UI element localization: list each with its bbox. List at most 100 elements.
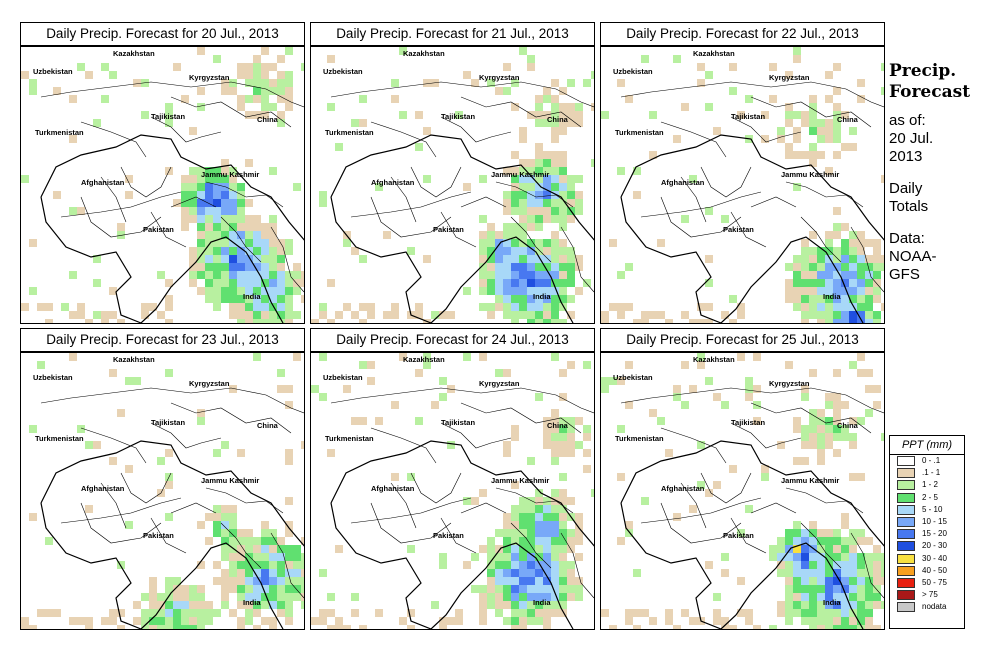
precip-cell — [825, 593, 833, 601]
country-label-india: India — [243, 292, 261, 301]
precip-cell — [551, 489, 559, 497]
precip-cell — [213, 609, 221, 617]
precip-cell — [277, 369, 285, 377]
border-line — [560, 532, 594, 599]
precip-cell — [833, 625, 841, 629]
precip-cell — [327, 55, 335, 63]
country-label-kyrgyzstan: Kyrgyzstan — [769, 73, 810, 82]
precip-cell — [793, 151, 801, 159]
precip-cell — [641, 55, 649, 63]
precip-cell — [857, 617, 865, 625]
precip-cell — [825, 529, 833, 537]
country-label-uzbekistan: Uzbekistan — [33, 373, 73, 382]
precip-cell — [527, 505, 535, 513]
precip-cell — [229, 263, 237, 271]
precip-cell — [713, 393, 721, 401]
precip-cell — [841, 295, 849, 303]
precip-cell — [809, 369, 817, 377]
precip-cell — [865, 569, 873, 577]
precip-cell — [841, 287, 849, 295]
precip-cell — [487, 303, 495, 311]
precip-cell — [519, 529, 527, 537]
precip-cell — [503, 441, 511, 449]
precip-cell — [575, 537, 583, 545]
precip-cell — [327, 609, 335, 617]
precip-cell — [535, 497, 543, 505]
precip-cell — [833, 409, 841, 417]
precip-cell — [29, 425, 37, 433]
country-label-turkmenistan: Turkmenistan — [35, 434, 84, 443]
precip-cell — [551, 425, 559, 433]
precip-cell — [181, 223, 189, 231]
precip-cell — [873, 593, 881, 601]
precip-cell — [301, 593, 304, 601]
country-label-uzbekistan: Uzbekistan — [323, 67, 363, 76]
precip-map: Kazakhstan Uzbekistan Kyrgyzstan Tajikistan… — [310, 46, 595, 324]
precip-cell — [633, 191, 641, 199]
border-line — [620, 440, 884, 547]
precip-cell — [213, 199, 221, 207]
precip-cell — [189, 601, 197, 609]
precip-cell — [229, 561, 237, 569]
panel-title: Daily Precip. Forecast for 20 Jul., 2013 — [20, 22, 305, 46]
precip-cell — [527, 183, 535, 191]
precip-cell — [575, 287, 583, 295]
precip-cell — [543, 239, 551, 247]
precip-cell — [237, 577, 245, 585]
precip-cell — [487, 255, 495, 263]
precip-cell — [559, 369, 567, 377]
precip-cell — [229, 545, 237, 553]
precip-cell — [833, 223, 841, 231]
precip-cell — [551, 199, 559, 207]
precip-cell — [673, 385, 681, 393]
border-line — [620, 387, 884, 414]
precip-cell — [261, 295, 269, 303]
precip-cell — [769, 625, 777, 629]
legend-label: 5 - 10 — [922, 504, 943, 514]
precip-cell — [285, 71, 293, 79]
border-line — [220, 216, 262, 263]
precip-cell — [221, 271, 229, 279]
precip-cell — [285, 617, 293, 625]
precip-cell — [253, 577, 261, 585]
precip-cell — [479, 617, 487, 625]
precip-cell — [527, 295, 535, 303]
country-label-afghanistan: Afghanistan — [81, 484, 125, 493]
precip-cell — [551, 135, 559, 143]
precip-cell — [197, 207, 205, 215]
precip-cell — [801, 537, 809, 545]
precip-cell — [543, 433, 551, 441]
precip-cell — [261, 577, 269, 585]
precip-cell — [527, 199, 535, 207]
precip-cell — [511, 513, 519, 521]
precip-cell — [407, 473, 415, 481]
precip-cell — [221, 545, 229, 553]
precip-cell — [559, 425, 567, 433]
precip-cell — [181, 95, 189, 103]
precip-cell — [213, 55, 221, 63]
precip-cell — [559, 191, 567, 199]
precip-cell — [825, 425, 833, 433]
precip-cell — [221, 553, 229, 561]
precip-cell — [793, 255, 801, 263]
precip-cell — [181, 191, 189, 199]
precip-cell — [277, 593, 285, 601]
precip-cell — [511, 239, 519, 247]
precip-cell — [567, 311, 575, 319]
precip-cell — [479, 247, 487, 255]
precip-cell — [237, 215, 245, 223]
precip-cell — [205, 295, 213, 303]
border-line — [80, 427, 147, 464]
precip-cell — [237, 593, 245, 601]
precip-cell — [583, 425, 591, 433]
precip-cell — [213, 529, 221, 537]
precip-cell — [301, 63, 304, 71]
precip-cell — [551, 569, 559, 577]
precip-cell — [841, 223, 849, 231]
precip-cell — [857, 417, 865, 425]
precip-cell — [487, 79, 495, 87]
precip-cell — [873, 247, 881, 255]
precip-cell — [479, 353, 487, 361]
precip-cell — [801, 263, 809, 271]
precip-cell — [809, 295, 817, 303]
